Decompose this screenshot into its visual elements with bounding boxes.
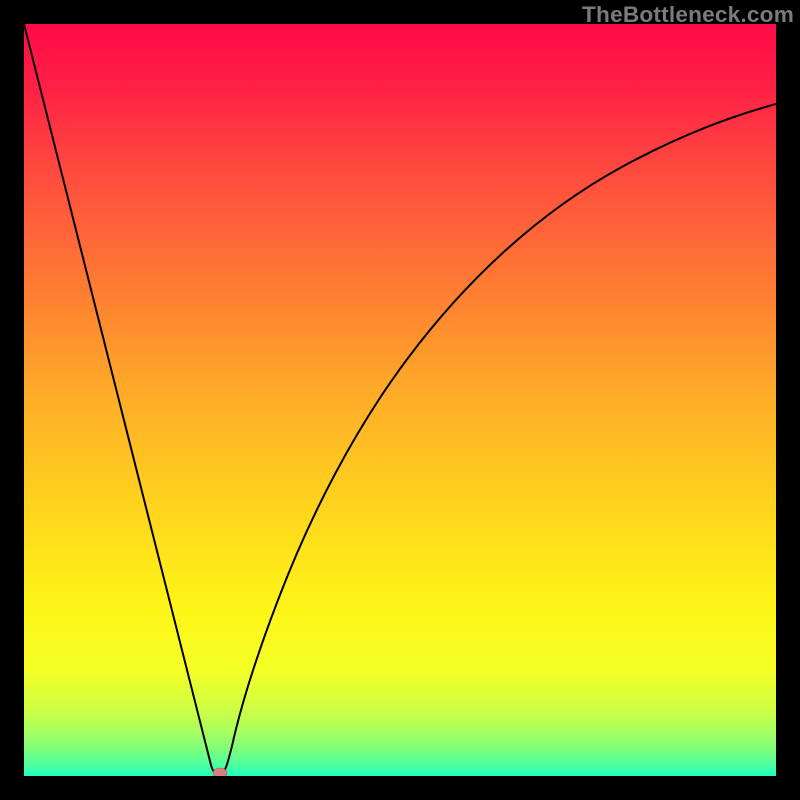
watermark-text: TheBottleneck.com — [582, 2, 794, 28]
bottleneck-chart: TheBottleneck.com — [0, 0, 800, 800]
chart-svg — [0, 0, 800, 800]
plot-background — [24, 24, 776, 776]
